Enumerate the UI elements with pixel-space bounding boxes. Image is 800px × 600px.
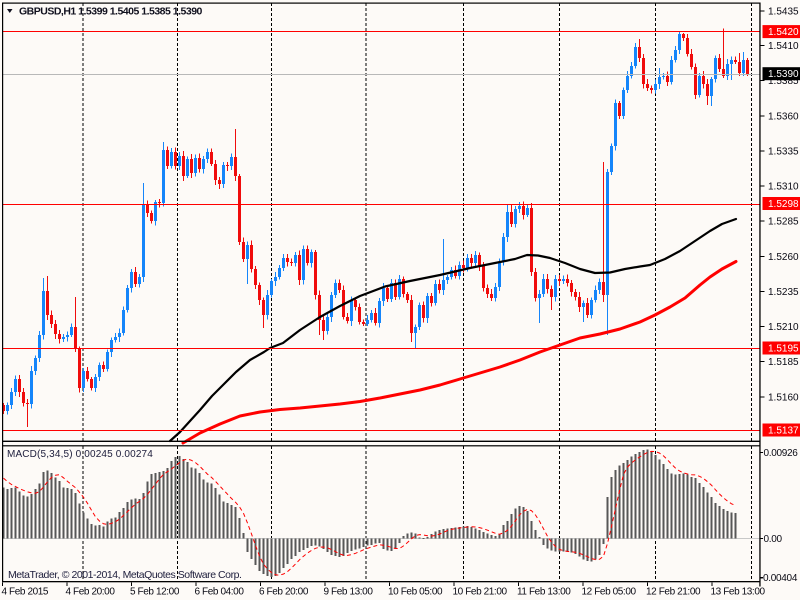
svg-text:1.5210: 1.5210: [768, 322, 799, 333]
svg-text:1.5410: 1.5410: [768, 41, 799, 52]
svg-text:1.5335: 1.5335: [768, 147, 799, 158]
svg-text:1.5235: 1.5235: [768, 287, 799, 298]
svg-text:1.5285: 1.5285: [768, 217, 799, 228]
svg-text:1.5310: 1.5310: [768, 182, 799, 193]
svg-text:4 Feb 2015: 4 Feb 2015: [2, 587, 49, 598]
svg-text:6 Feb 04:00: 6 Feb 04:00: [195, 587, 245, 598]
svg-text:0.00926: 0.00926: [764, 448, 799, 459]
svg-text:1.5185: 1.5185: [768, 357, 799, 368]
svg-text:1.5360: 1.5360: [768, 111, 799, 122]
svg-text:12 Feb 05:00: 12 Feb 05:00: [582, 587, 637, 598]
svg-text:10 Feb 05:00: 10 Feb 05:00: [388, 587, 443, 598]
svg-text:1.5195: 1.5195: [768, 344, 799, 355]
svg-text:1.5298: 1.5298: [768, 199, 799, 210]
svg-text:1.5137: 1.5137: [768, 426, 799, 437]
svg-text:GBPUSD,H1 1.5399 1.5405 1.538: GBPUSD,H1 1.5399 1.5405 1.5385 1.5390: [19, 6, 203, 18]
svg-text:MetaTrader, © 2001-2014, MetaQ: MetaTrader, © 2001-2014, MetaQuotes Soft…: [8, 569, 241, 581]
svg-text:1.5435: 1.5435: [768, 7, 799, 18]
svg-text:1.5160: 1.5160: [768, 392, 799, 403]
svg-text:13 Feb 13:00: 13 Feb 13:00: [711, 587, 766, 598]
svg-text:-0.00404: -0.00404: [760, 573, 798, 584]
svg-text:1.5385: 1.5385: [768, 76, 799, 87]
svg-text:12 Feb 21:00: 12 Feb 21:00: [646, 587, 701, 598]
svg-text:10 Feb 21:00: 10 Feb 21:00: [453, 587, 508, 598]
svg-text:1.5420: 1.5420: [768, 27, 799, 38]
svg-text:MACD(5,34,5) 0.00245 0.00274: MACD(5,34,5) 0.00245 0.00274: [7, 449, 153, 460]
svg-text:6 Feb 20:00: 6 Feb 20:00: [259, 587, 309, 598]
svg-text:4 Feb 20:00: 4 Feb 20:00: [66, 587, 116, 598]
svg-text:1.5390: 1.5390: [768, 69, 799, 80]
svg-text:9 Feb 13:00: 9 Feb 13:00: [324, 587, 374, 598]
svg-text:5 Feb 12:00: 5 Feb 12:00: [130, 587, 180, 598]
svg-text:0.00: 0.00: [764, 534, 783, 545]
svg-text:11 Feb 13:00: 11 Feb 13:00: [517, 587, 571, 598]
svg-text:1.5260: 1.5260: [768, 252, 799, 263]
